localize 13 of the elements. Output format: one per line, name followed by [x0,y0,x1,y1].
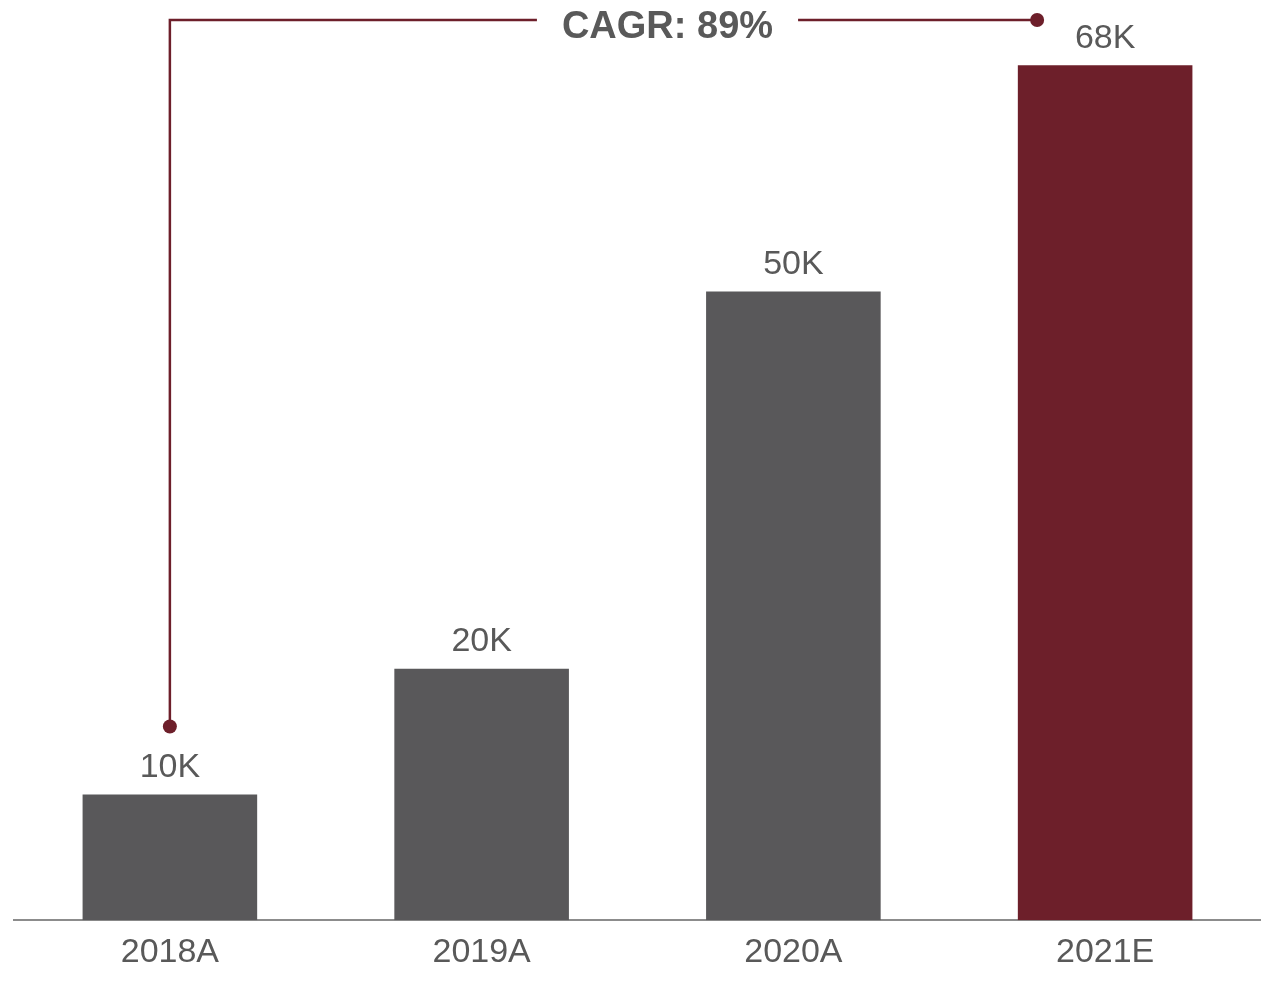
x-tick-label: 2021E [1055,930,1155,969]
data-label: 20K [451,620,513,659]
data-label: 68K [1074,16,1136,55]
bar [82,794,258,921]
data-label: 10K [139,745,201,784]
bar [394,668,569,921]
bar [706,291,881,921]
x-tick-label: 2018A [120,930,220,969]
data-label: 50K [763,242,824,281]
text: CAGR: 89% [561,4,774,47]
x-tick-label: 2020A [744,930,843,969]
bar [1017,65,1193,921]
x-tick-label: 2019A [432,930,532,969]
